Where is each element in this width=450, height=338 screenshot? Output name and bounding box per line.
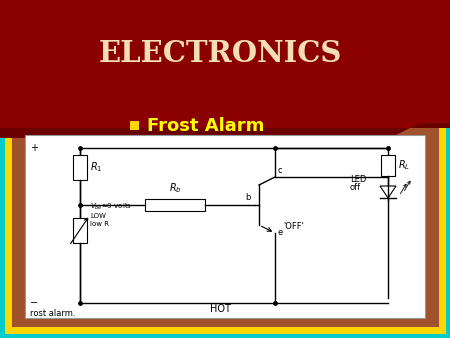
Text: off: off	[350, 183, 361, 192]
Text: 'OFF': 'OFF'	[283, 222, 304, 231]
FancyBboxPatch shape	[25, 135, 425, 318]
Text: $R_b$: $R_b$	[169, 181, 181, 195]
Bar	[130, 121, 139, 130]
Text: LOW: LOW	[90, 213, 106, 219]
Text: rost alarm.: rost alarm.	[30, 309, 76, 318]
Polygon shape	[380, 186, 396, 198]
Text: LED: LED	[350, 175, 366, 184]
Text: $R_L$: $R_L$	[398, 159, 410, 172]
Bar	[73, 155, 87, 180]
Text: −: −	[30, 298, 38, 308]
FancyBboxPatch shape	[8, 112, 442, 330]
Text: HOT: HOT	[210, 304, 230, 314]
Bar	[381, 155, 395, 176]
Bar	[145, 199, 205, 211]
Text: ELECTRONICS: ELECTRONICS	[98, 39, 342, 68]
Text: e: e	[277, 228, 282, 237]
Text: low R: low R	[90, 221, 109, 227]
Bar	[73, 218, 87, 243]
Polygon shape	[0, 123, 450, 138]
Text: c: c	[277, 166, 282, 175]
Text: b: b	[245, 193, 250, 202]
Text: +: +	[30, 143, 38, 153]
Polygon shape	[0, 0, 450, 128]
Text: Frost Alarm: Frost Alarm	[147, 117, 265, 135]
Text: $R_1$: $R_1$	[90, 161, 103, 174]
Text: $V_{be}$≈0 volts: $V_{be}$≈0 volts	[90, 202, 132, 212]
